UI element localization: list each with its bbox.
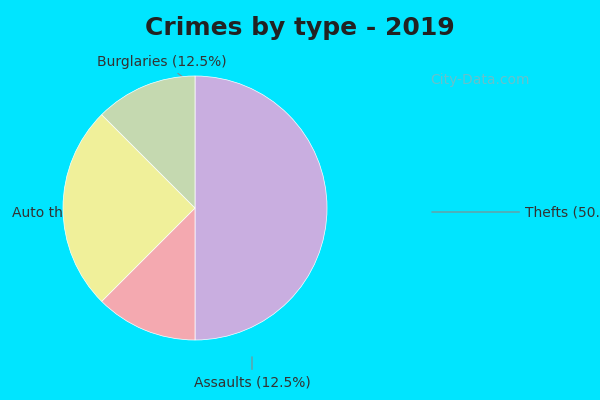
Text: Auto thefts (25.0%): Auto thefts (25.0%)	[12, 205, 148, 219]
Wedge shape	[195, 76, 327, 340]
Wedge shape	[101, 76, 195, 208]
Text: Assaults (12.5%): Assaults (12.5%)	[194, 357, 310, 389]
Wedge shape	[101, 208, 195, 340]
Wedge shape	[63, 115, 195, 301]
Text: City-Data.com: City-Data.com	[430, 73, 530, 87]
Text: Thefts (50.0%): Thefts (50.0%)	[432, 205, 600, 219]
Text: Crimes by type - 2019: Crimes by type - 2019	[145, 16, 455, 40]
Text: Burglaries (12.5%): Burglaries (12.5%)	[97, 55, 227, 88]
